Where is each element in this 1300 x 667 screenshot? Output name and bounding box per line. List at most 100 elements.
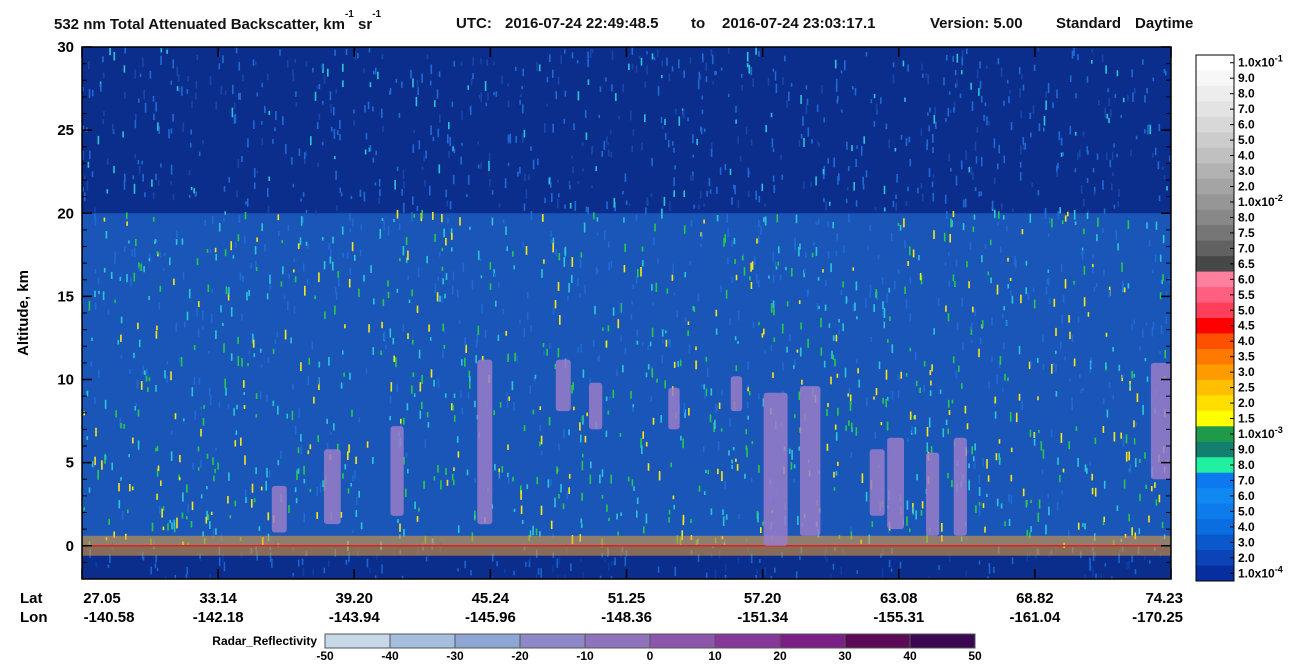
radar-colorbar-title: Radar_Reflectivity	[212, 634, 317, 648]
colorbar-label-exponent: -4	[1275, 564, 1283, 574]
colorbar-swatch	[1196, 503, 1234, 520]
y-tick-label: 15	[57, 288, 74, 305]
colorbar-frame	[1195, 54, 1235, 582]
x-tick-lon: -145.96	[465, 609, 516, 626]
colorbar-label: 4.5	[1238, 319, 1255, 333]
x-tick-lon: -140.58	[84, 609, 135, 626]
colorbar-label: 3.0	[1238, 365, 1255, 379]
end-time: 2016-07-24 23:03:17.1	[722, 15, 876, 32]
x-tick-lat: 68.82	[1016, 590, 1054, 607]
radar-column	[763, 392, 788, 546]
colorbar-swatch	[1196, 550, 1234, 566]
radar-tick-label: -40	[381, 649, 399, 663]
colorbar-label-exponent: -3	[1275, 425, 1283, 435]
colorbar-label: 7.5	[1238, 226, 1255, 240]
y-tick-label: 10	[57, 372, 74, 389]
y-tick-label: 20	[57, 205, 74, 222]
colorbar-label: 3.0	[1238, 164, 1255, 178]
x-tick-lat: 33.14	[199, 590, 237, 607]
y-axis: 30 25 20 15 10 5 0	[57, 39, 1171, 563]
colorbar-swatch	[1196, 240, 1234, 257]
colorbar-label: 5.0	[1238, 133, 1255, 147]
colorbar-label: 8.0	[1238, 210, 1255, 224]
colorbar-label: 1.0x10-2	[1238, 193, 1283, 209]
colorbar-swatch	[1196, 147, 1234, 164]
colorbar-label: 6.0	[1238, 272, 1255, 286]
x-tick-lat: 57.20	[744, 590, 782, 607]
x-tick-lat: 51.25	[608, 590, 646, 607]
radar-swatch	[390, 634, 456, 648]
radar-tick-label: -50	[316, 649, 334, 663]
y-tick-label: 30	[57, 39, 74, 56]
colorbar-label: 2.5	[1238, 381, 1255, 395]
colorbar-swatch	[1196, 318, 1234, 334]
radar-tick-label: 50	[968, 649, 982, 663]
sr-exponent: -1	[372, 9, 382, 20]
radar-tick-label: 20	[773, 649, 787, 663]
lat-row-label: Lat	[20, 590, 43, 607]
to-label: to	[691, 15, 706, 32]
colorbar-label: 6.0	[1238, 489, 1255, 503]
radar-column	[589, 382, 603, 430]
colorbar-swatch	[1196, 132, 1234, 149]
colorbar-swatch	[1196, 379, 1234, 396]
y-tick-label: 0	[66, 538, 74, 555]
radar-swatch	[520, 634, 586, 648]
radar-swatch	[455, 634, 521, 648]
colorbar-label: 1.0x10-3	[1238, 425, 1283, 441]
product-title: 532 nm Total Attenuated Backscatter, km	[54, 16, 345, 33]
daytime-label: Daytime	[1135, 15, 1194, 32]
colorbar-label: 6.0	[1238, 118, 1255, 132]
x-tick-lat: 27.05	[83, 590, 121, 607]
colorbar-swatch	[1196, 472, 1234, 489]
colorbar-swatch	[1196, 488, 1234, 505]
colorbar-label: 4.0	[1238, 520, 1255, 534]
x-tick-lon: -155.31	[873, 609, 924, 626]
colorbar-swatch	[1196, 348, 1234, 365]
colorbar-swatch	[1196, 457, 1234, 474]
colorbar-label: 3.0	[1238, 535, 1255, 549]
km-exponent: -1	[344, 9, 354, 20]
colorbar-label: 3.5	[1238, 350, 1255, 364]
radar-column	[730, 376, 743, 412]
colorbar-swatch	[1196, 519, 1234, 535]
colorbar-label: 1.0x10-1	[1238, 54, 1283, 70]
radar-swatch	[845, 634, 911, 648]
radar-tick-label: 40	[903, 649, 917, 663]
radar-column	[1150, 362, 1171, 480]
colorbar-label: 5.5	[1238, 288, 1255, 302]
colorbar-label: 7.0	[1238, 473, 1255, 487]
radar-column	[390, 426, 404, 516]
colorbar-swatch	[1196, 55, 1234, 71]
colorbar-label: 2.0	[1238, 551, 1255, 565]
backscatter-colorbar: 1.0x10-19.08.07.06.05.04.03.02.01.0x10-2…	[1195, 54, 1283, 582]
colorbar-swatch	[1196, 426, 1234, 443]
x-tick-lon: -161.04	[1009, 609, 1061, 626]
radar-swatch	[325, 634, 391, 648]
radar-swatch	[910, 634, 976, 648]
radar-column	[953, 437, 967, 536]
radar-column	[555, 359, 571, 412]
radar-swatch	[715, 634, 781, 648]
colorbar-swatch	[1196, 163, 1234, 180]
start-time: 2016-07-24 22:49:48.5	[505, 15, 659, 32]
radar-column	[887, 437, 904, 530]
colorbar-label: 7.0	[1238, 102, 1255, 116]
colorbar-label: 8.0	[1238, 87, 1255, 101]
x-tick-lon: -142.18	[193, 609, 244, 626]
radar-swatch	[585, 634, 651, 648]
colorbar-label: 4.0	[1238, 334, 1255, 348]
radar-swatch	[650, 634, 716, 648]
radar-tick-label: 30	[838, 649, 852, 663]
y-axis-label: Altitude, km	[15, 270, 32, 356]
colorbar-swatch	[1196, 271, 1234, 288]
colorbar-swatch	[1196, 410, 1234, 427]
noise-texture	[82, 47, 1171, 579]
colorbar-swatch	[1196, 70, 1234, 87]
radar-column	[271, 485, 287, 533]
colorbar-label-exponent: -2	[1275, 193, 1283, 203]
x-tick-lat: 63.08	[880, 590, 918, 607]
x-tick-lon: -143.94	[329, 609, 381, 626]
radar-column	[869, 449, 885, 516]
